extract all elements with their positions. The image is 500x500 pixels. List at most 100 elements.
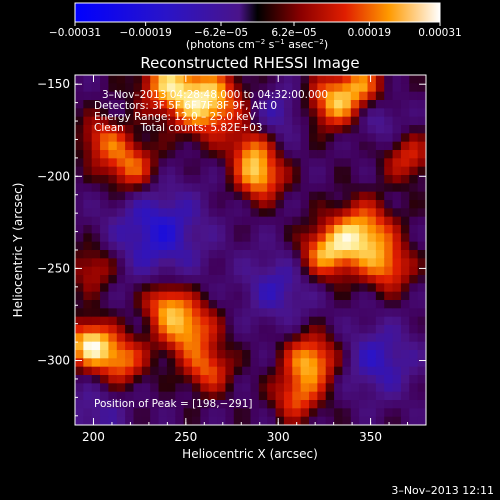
heatmap-cell xyxy=(250,183,260,193)
heatmap-cell xyxy=(367,116,377,126)
heatmap-cell xyxy=(375,258,385,268)
heatmap-cell xyxy=(175,283,185,293)
heatmap-cell xyxy=(300,225,310,234)
heatmap-cell xyxy=(392,325,402,334)
heatmap-cell xyxy=(350,416,360,425)
heatmap-cell xyxy=(208,233,218,243)
heatmap-cell xyxy=(250,408,260,418)
heatmap-cell xyxy=(175,166,185,176)
heatmap-cell xyxy=(217,183,227,193)
heatmap-cell xyxy=(183,341,193,351)
heatmap-cell xyxy=(275,300,285,309)
heatmap-cell xyxy=(283,141,293,151)
heatmap-cell xyxy=(258,408,268,418)
heatmap-cell xyxy=(133,408,143,418)
heatmap-cell xyxy=(258,116,268,126)
heatmap-cell xyxy=(283,250,293,259)
heatmap-cell xyxy=(116,358,126,368)
heatmap-cell xyxy=(100,158,110,168)
heatmap-cell xyxy=(267,358,277,368)
heatmap-cell xyxy=(242,125,252,134)
heatmap-cell xyxy=(375,241,385,251)
heatmap-cell xyxy=(242,241,252,251)
heatmap-cell xyxy=(367,191,377,201)
heatmap-cell xyxy=(375,400,385,409)
heatmap-cell xyxy=(175,258,185,268)
heatmap-cell xyxy=(250,241,260,251)
heatmap-cell xyxy=(100,358,110,368)
heatmap-cell xyxy=(275,350,285,359)
heatmap-cell xyxy=(317,225,327,234)
heatmap-cell xyxy=(275,341,285,351)
heatmap-cell xyxy=(75,291,84,301)
heatmap-cell xyxy=(292,391,302,401)
heatmap-cell xyxy=(192,233,201,243)
heatmap-cell xyxy=(116,208,126,218)
heatmap-cell xyxy=(208,308,218,318)
heatmap-cell xyxy=(233,183,243,193)
heatmap-cell xyxy=(217,116,227,126)
heatmap-cell xyxy=(183,283,193,293)
heatmap-cell xyxy=(141,400,151,409)
heatmap-cell xyxy=(317,308,327,318)
heatmap-cell xyxy=(75,283,84,293)
heatmap-cell xyxy=(317,83,327,93)
heatmap-cell xyxy=(250,208,260,218)
heatmap-cell xyxy=(367,133,377,143)
heatmap-cell xyxy=(317,200,327,209)
heatmap-cell xyxy=(375,125,385,134)
heatmap-cell xyxy=(208,183,218,193)
heatmap-cell xyxy=(300,150,310,159)
heatmap-cell xyxy=(133,166,143,176)
heatmap-cell xyxy=(392,100,402,109)
heatmap-cell xyxy=(309,175,318,184)
heatmap-cell xyxy=(217,91,227,101)
heatmap-cell xyxy=(75,141,84,151)
heatmap-cell xyxy=(166,366,176,376)
heatmap-cell xyxy=(417,133,426,143)
heatmap-cell xyxy=(258,341,268,351)
heatmap-cell xyxy=(292,291,302,301)
heatmap-cell xyxy=(91,233,101,243)
heatmap-cell xyxy=(91,183,101,193)
heatmap-cell xyxy=(150,275,160,284)
heatmap-cell xyxy=(158,150,168,159)
heatmap-cell xyxy=(141,83,151,93)
heatmap-cell xyxy=(183,233,193,243)
heatmap-cell xyxy=(317,341,327,351)
heatmap-cell xyxy=(166,333,176,343)
heatmap-cell xyxy=(75,308,84,318)
heatmap-cell xyxy=(166,258,176,268)
heatmap-cell xyxy=(392,300,402,309)
heatmap-cell xyxy=(325,208,335,218)
heatmap-cell xyxy=(83,200,93,209)
heatmap-cell xyxy=(367,275,377,284)
heatmap-cell xyxy=(217,175,227,184)
heatmap-cell xyxy=(275,416,285,425)
heatmap-cell xyxy=(334,116,344,126)
heatmap-cell xyxy=(158,108,168,118)
heatmap-cell xyxy=(292,266,302,276)
heatmap-cell xyxy=(375,275,385,284)
heatmap-cell xyxy=(175,291,185,301)
heatmap-cell xyxy=(409,241,419,251)
heatmap-cell xyxy=(166,125,176,134)
heatmap-cell xyxy=(217,141,227,151)
heatmap-cell xyxy=(250,316,260,326)
heatmap-cell xyxy=(150,350,160,359)
heatmap-cell xyxy=(83,166,93,176)
heatmap-cell xyxy=(108,75,118,84)
heatmap-cell xyxy=(250,150,260,159)
heatmap-cell xyxy=(317,358,327,368)
heatmap-cell xyxy=(417,191,426,201)
x-tick-label: 250 xyxy=(174,430,197,444)
heatmap-cell xyxy=(183,208,193,218)
heatmap-cell xyxy=(225,133,235,143)
heatmap-cell xyxy=(300,275,310,284)
heatmap-cell xyxy=(300,291,310,301)
heatmap-cell xyxy=(359,191,369,201)
heatmap-cell xyxy=(208,408,218,418)
heatmap-cell xyxy=(200,325,210,334)
heatmap-cell xyxy=(166,350,176,359)
